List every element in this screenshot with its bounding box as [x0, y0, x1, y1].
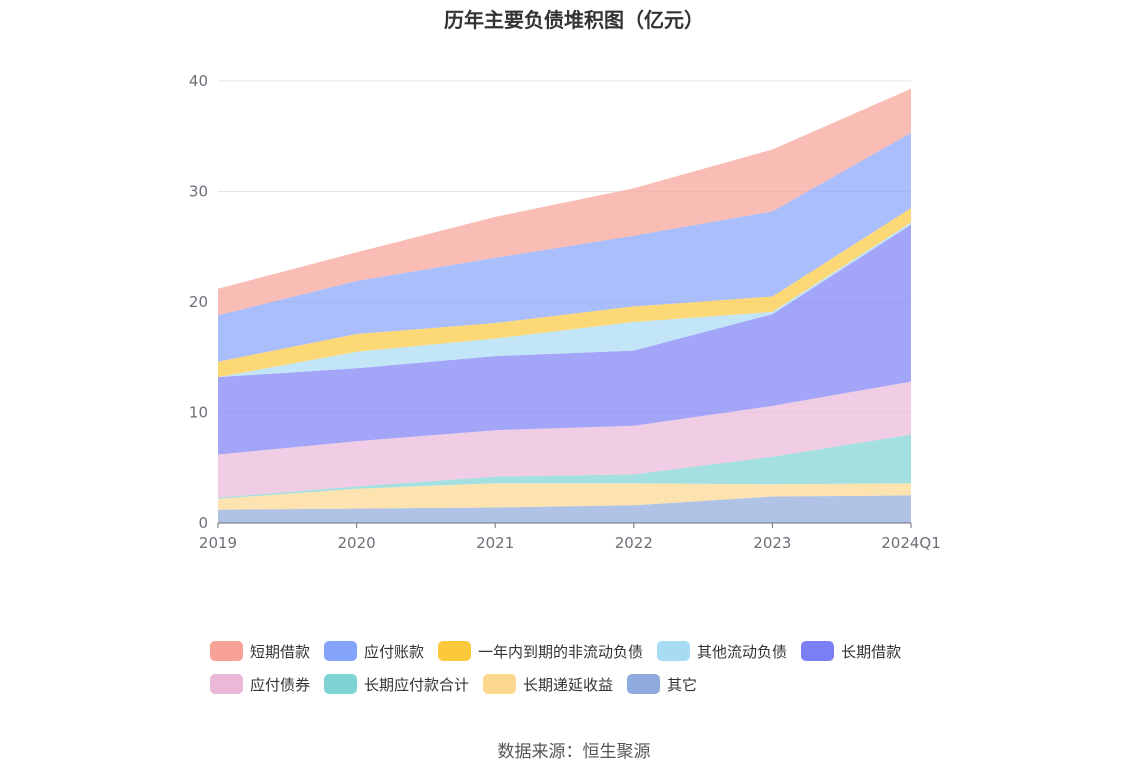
- area-series-1: [218, 483, 911, 510]
- legend-swatch: [210, 674, 243, 694]
- y-tick-label: 30: [189, 183, 208, 201]
- area-series-5: [218, 222, 911, 378]
- legend-item[interactable]: 一年内到期的非流动负债: [438, 641, 643, 662]
- legend-item[interactable]: 应付债券: [210, 674, 310, 695]
- y-tick-label: 20: [189, 293, 208, 311]
- stacked-area-chart: 0 10 20 30 40 2019 2020 2021 2022 2023 2024Q1: [189, 72, 941, 552]
- legend-label: 一年内到期的非流动负债: [478, 642, 644, 661]
- legend-swatch: [438, 641, 472, 661]
- y-tick-label: 10: [189, 404, 208, 422]
- legend-row: 短期借款 应付账款 一年内到期的非流动负债 其他流动负债 长期借款: [210, 640, 970, 662]
- legend-row: 应付债券 长期应付款合计 长期递延收益 其它: [210, 673, 970, 695]
- area-series-0: [218, 495, 911, 523]
- chart-title: 历年主要负债堆积图（亿元）: [444, 8, 704, 32]
- legend-item[interactable]: 其他流动负债: [657, 641, 787, 662]
- area-series-8: [218, 88, 911, 316]
- y-tick-label: 0: [198, 514, 208, 532]
- x-tick-label: 2022: [615, 534, 653, 552]
- legend-label: 应付债券: [250, 675, 311, 694]
- legend-item[interactable]: 长期借款: [801, 641, 901, 662]
- area-series-4: [218, 224, 911, 455]
- legend-item[interactable]: 长期递延收益: [483, 674, 613, 695]
- x-tick-label: 2019: [199, 534, 237, 552]
- legend-item[interactable]: 其它: [627, 674, 697, 695]
- legend-label: 应付账款: [364, 642, 425, 661]
- x-tick-label: 2023: [753, 534, 791, 552]
- data-source: 数据来源：恒生聚源: [497, 742, 651, 762]
- legend-label: 其它: [667, 675, 698, 694]
- x-tick-label: 2020: [338, 534, 376, 552]
- legend-label: 短期借款: [250, 642, 311, 661]
- legend-item[interactable]: 应付账款: [324, 641, 424, 662]
- legend-label: 其他流动负债: [697, 642, 788, 661]
- legend-item[interactable]: 长期应付款合计: [324, 674, 469, 695]
- legend-swatch: [324, 674, 358, 694]
- legend-swatch: [801, 641, 835, 661]
- legend-swatch: [657, 641, 691, 661]
- legend-label: 长期应付款合计: [364, 675, 470, 694]
- area-series-6: [218, 208, 911, 378]
- legend-swatch: [627, 674, 661, 694]
- x-tick-label: 2024Q1: [881, 534, 941, 552]
- x-tick-label: 2021: [476, 534, 514, 552]
- legend-swatch: [324, 641, 358, 661]
- legend-label: 长期借款: [841, 642, 902, 661]
- legend-label: 长期递延收益: [523, 675, 614, 694]
- area-series-3: [218, 381, 911, 498]
- legend-swatch: [210, 641, 243, 661]
- y-tick-label: 40: [189, 72, 208, 90]
- legend-item[interactable]: 短期借款: [210, 641, 310, 662]
- area-series-7: [218, 132, 911, 362]
- legend-swatch: [483, 674, 517, 694]
- area-series-2: [218, 434, 911, 499]
- chart-legend: 短期借款 应付账款 一年内到期的非流动负债 其他流动负债 长期借款应付债券 长期应付款合计…: [210, 640, 970, 706]
